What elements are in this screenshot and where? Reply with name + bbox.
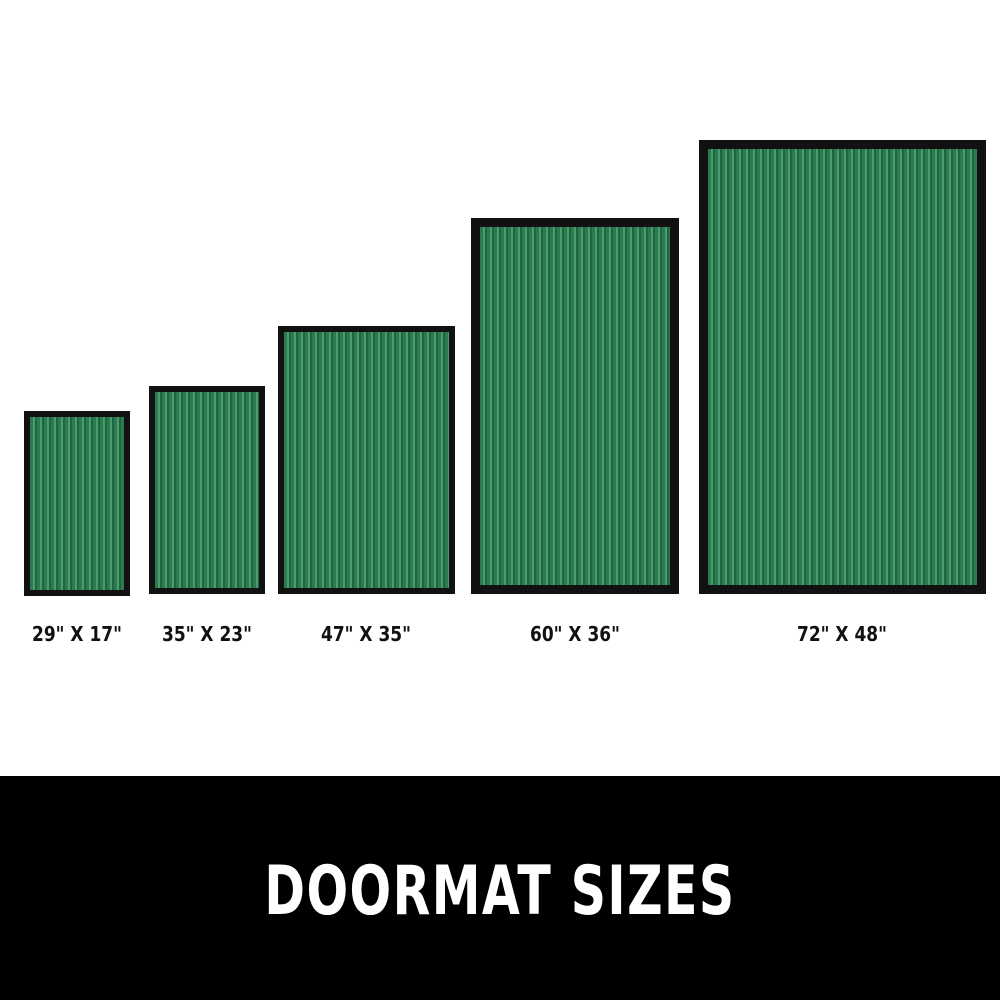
mat-pile [155, 392, 259, 588]
doormat-60x36 [471, 218, 679, 594]
size-label: 72" X 48" [797, 622, 887, 646]
doormat-35x23 [149, 386, 265, 594]
doormat-47x35 [278, 326, 455, 594]
mat-pile [30, 417, 124, 590]
size-label: 29" X 17" [32, 622, 122, 646]
size-label: 47" X 35" [321, 622, 411, 646]
doormat-72x48 [699, 140, 986, 594]
size-label: 35" X 23" [162, 622, 252, 646]
title-band [0, 776, 1000, 1000]
mat-pile [284, 332, 449, 588]
size-label: 60" X 36" [530, 622, 620, 646]
mat-pile [480, 227, 670, 585]
mat-pile [708, 149, 977, 585]
banner-title: DOORMAT SIZES [264, 852, 736, 931]
doormat-29x17 [24, 411, 130, 596]
